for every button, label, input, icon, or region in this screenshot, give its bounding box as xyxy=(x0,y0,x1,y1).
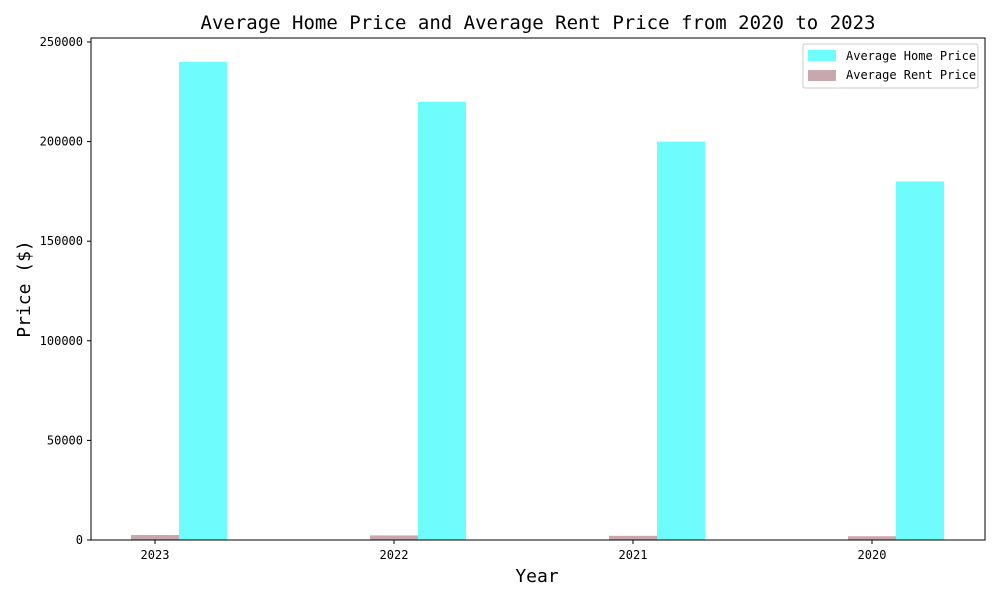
x-tick-label: 2020 xyxy=(858,548,887,562)
legend-label-home: Average Home Price xyxy=(846,49,976,63)
x-axis: 2023 2022 2021 2020 xyxy=(141,540,887,562)
chart-title: Average Home Price and Average Rent Pric… xyxy=(201,12,876,34)
bars xyxy=(131,61,944,541)
legend-swatch-rent xyxy=(808,70,836,81)
y-tick-label: 0 xyxy=(76,533,83,547)
plot-frame xyxy=(90,37,986,541)
y-axis: 0 50000 100000 150000 200000 250000 xyxy=(40,35,91,547)
y-tick-label: 50000 xyxy=(47,433,83,447)
x-tick-label: 2021 xyxy=(619,548,648,562)
legend-swatch-home xyxy=(808,50,836,61)
bar-rent-2023 xyxy=(131,535,179,540)
bar-home-2022 xyxy=(418,101,466,540)
x-axis-label: Year xyxy=(515,566,559,587)
bar-home-2021 xyxy=(657,141,705,541)
x-tick-label: 2022 xyxy=(380,548,409,562)
bar-rent-2022 xyxy=(370,535,418,540)
legend: Average Home Price Average Rent Price xyxy=(802,43,979,89)
y-axis-label: Price ($) xyxy=(14,240,35,338)
bar-rent-2020 xyxy=(848,536,896,540)
x-tick-label: 2023 xyxy=(141,548,170,562)
y-tick-label: 150000 xyxy=(40,234,83,248)
bar-home-2020 xyxy=(896,181,944,540)
bar-home-2023 xyxy=(179,61,227,541)
y-tick-label: 250000 xyxy=(40,35,83,49)
legend-label-rent: Average Rent Price xyxy=(846,68,976,82)
y-tick-label: 200000 xyxy=(40,135,83,149)
legend-box xyxy=(802,43,979,89)
bar-rent-2021 xyxy=(609,535,657,540)
y-tick-label: 100000 xyxy=(40,334,83,348)
